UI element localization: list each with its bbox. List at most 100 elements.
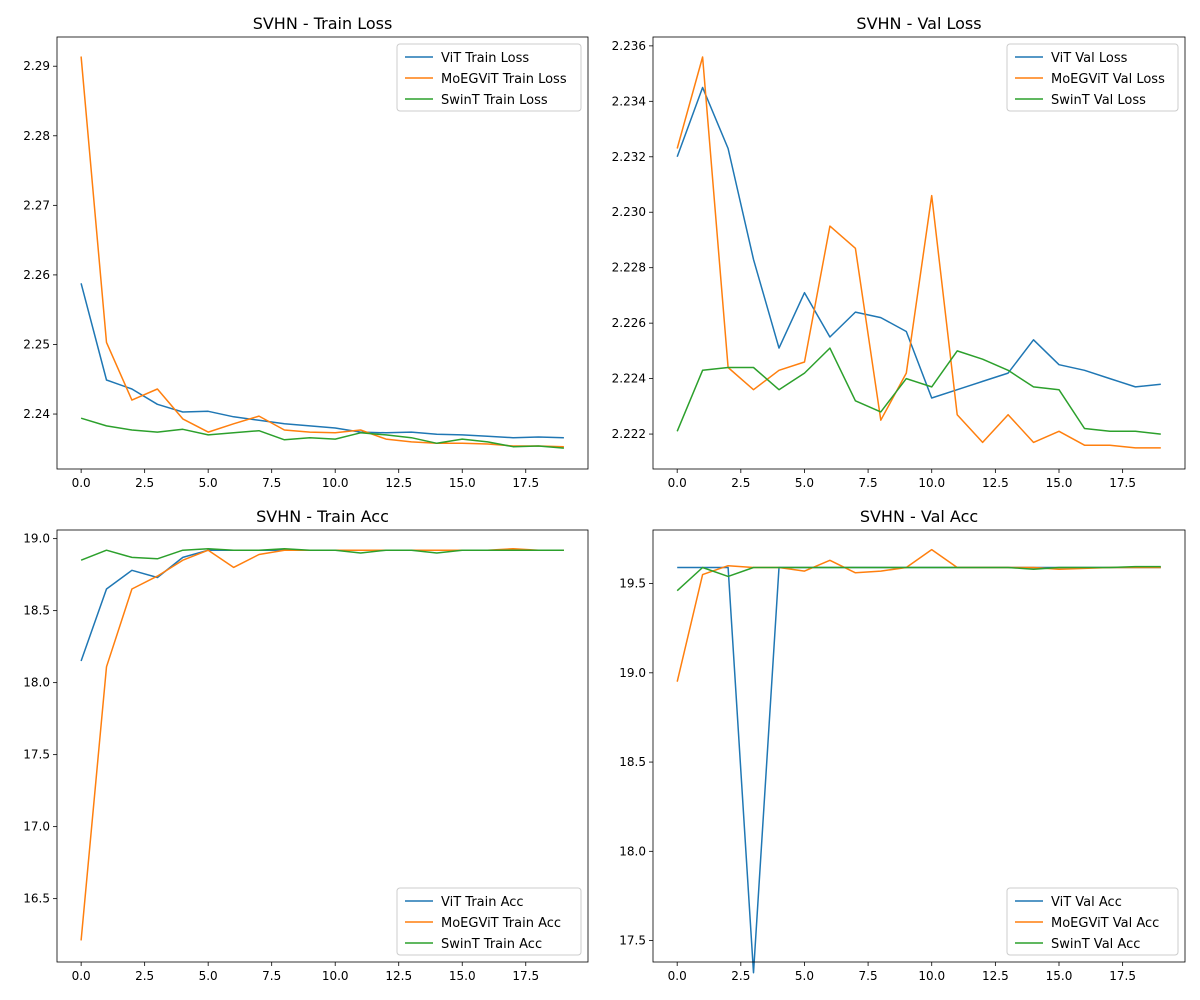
series-line-1 [676,86,1161,399]
y-tick-label: 2.24 [23,407,50,421]
legend-label: SwinT Val Loss [1051,93,1146,108]
axes-frame [56,36,589,470]
legend: ViT Val Loss MoEGViT Val Loss SwinT Val Lo… [1006,43,1179,112]
y-tick-label: 2.236 [612,39,646,53]
y-tick-label: 2.232 [612,150,646,164]
y-tick-label: 17.0 [23,820,50,834]
y-tick-label: 2.25 [23,337,50,351]
y-tick-label: 2.230 [612,205,646,219]
x-tick-label: 0.0 [668,969,687,983]
legend-label: MoEGViT Train Loss [441,72,567,87]
x-tick-label: 5.0 [199,476,218,490]
chart-title: SVHN - Train Acc [256,507,389,526]
y-tick-label: 2.28 [23,129,50,143]
legend-label: ViT Train Loss [441,51,529,66]
chart-title: SVHN - Val Loss [856,14,981,33]
y-tick-label: 2.222 [612,427,646,441]
x-tick-label: 2.5 [731,969,750,983]
x-tick-label: 5.0 [795,476,814,490]
x-tick-label: 15.0 [1046,969,1073,983]
x-tick-label: 5.0 [199,969,218,983]
y-tick-label: 2.224 [612,372,646,386]
x-tick-label: 7.5 [859,476,878,490]
x-tick-label: 2.5 [731,476,750,490]
y-tick-label: 18.5 [619,755,646,769]
y-tick-label: 17.5 [23,748,50,762]
legend: ViT Val Acc MoEGViT Val Acc SwinT Val Acc [1006,887,1179,956]
x-tick-label: 7.5 [262,969,281,983]
x-tick-label: 15.0 [1046,476,1073,490]
x-tick-label: 15.0 [449,476,476,490]
x-tick-label: 10.0 [322,969,349,983]
legend-label: ViT Train Acc [441,895,524,910]
legend-box [396,887,582,956]
legend-label: MoEGViT Val Acc [1051,916,1159,931]
series-line-1 [80,549,564,662]
y-tick-label: 2.234 [612,94,646,108]
legend-label: SwinT Val Acc [1051,937,1140,952]
y-tick-label: 2.26 [23,268,50,282]
axes-frame [652,36,1186,470]
x-tick-label: 10.0 [322,476,349,490]
y-tick-label: 18.0 [23,676,50,690]
x-tick-label: 0.0 [72,969,91,983]
x-tick-label: 12.5 [385,969,412,983]
x-tick-label: 5.0 [795,969,814,983]
legend-box [1006,43,1179,112]
legend-box [1006,887,1179,956]
subplot-1: SVHN - Train Loss 0.0 2.5 5.0 7.5 10.0 12.5 15.… [23,14,589,490]
y-tick-label: 2.228 [612,261,646,275]
legend-label: ViT Val Loss [1051,51,1128,66]
x-tick-label: 10.0 [918,476,945,490]
subplot-3: SVHN - Train Acc 0.0 2.5 5.0 7.5 10.0 12.5 15.0… [23,507,589,983]
y-tick-label: 19.0 [23,532,50,546]
x-tick-label: 17.5 [1109,969,1136,983]
x-tick-label: 17.5 [1109,476,1136,490]
x-tick-label: 10.0 [918,969,945,983]
x-tick-label: 0.0 [72,476,91,490]
series-line-2 [676,56,1161,449]
legend-label: MoEGViT Val Loss [1051,72,1165,87]
legend: ViT Train Acc MoEGViT Train Acc SwinT Trai… [396,887,582,956]
legend-label: MoEGViT Train Acc [441,916,561,931]
x-tick-label: 2.5 [135,969,154,983]
legend-label: SwinT Train Loss [441,93,548,108]
y-tick-label: 18.5 [23,604,50,618]
x-tick-label: 7.5 [262,476,281,490]
y-tick-label: 18.0 [619,844,646,858]
y-tick-label: 2.226 [612,316,646,330]
series-line-3 [676,565,1161,592]
x-tick-label: 2.5 [135,476,154,490]
x-tick-label: 0.0 [668,476,687,490]
legend-box [396,43,582,112]
subplot-4: SVHN - Val Acc 0.0 2.5 5.0 7.5 10.0 12.5 15.0 17… [619,507,1186,983]
legend: ViT Train Loss MoEGViT Train Loss SwinT Tr… [396,43,582,112]
series-line-3 [80,547,564,561]
series-line-3 [676,347,1161,435]
series-line-3 [80,417,564,449]
series-line-1 [80,283,564,439]
y-tick-label: 17.5 [619,934,646,948]
x-tick-label: 17.5 [512,969,539,983]
legend-label: SwinT Train Acc [441,937,542,952]
chart-title: SVHN - Train Loss [253,14,393,33]
y-tick-label: 16.5 [23,892,50,906]
x-tick-label: 15.0 [449,969,476,983]
y-tick-label: 2.27 [23,198,50,212]
x-tick-label: 7.5 [859,969,878,983]
y-tick-label: 19.0 [619,666,646,680]
y-tick-label: 2.29 [23,59,50,73]
x-tick-label: 17.5 [512,476,539,490]
series-line-2 [80,56,564,448]
axes-frame [652,529,1186,963]
axes-frame [56,529,589,963]
x-tick-label: 12.5 [385,476,412,490]
y-tick-label: 19.5 [619,577,646,591]
x-tick-label: 12.5 [982,476,1009,490]
chart-title: SVHN - Val Acc [860,507,978,526]
subplot-2: SVHN - Val Loss 0.0 2.5 5.0 7.5 10.0 12.5 15.0 1… [612,14,1186,490]
series-line-2 [80,547,564,941]
x-tick-label: 12.5 [982,969,1009,983]
legend-label: ViT Val Acc [1051,895,1122,910]
